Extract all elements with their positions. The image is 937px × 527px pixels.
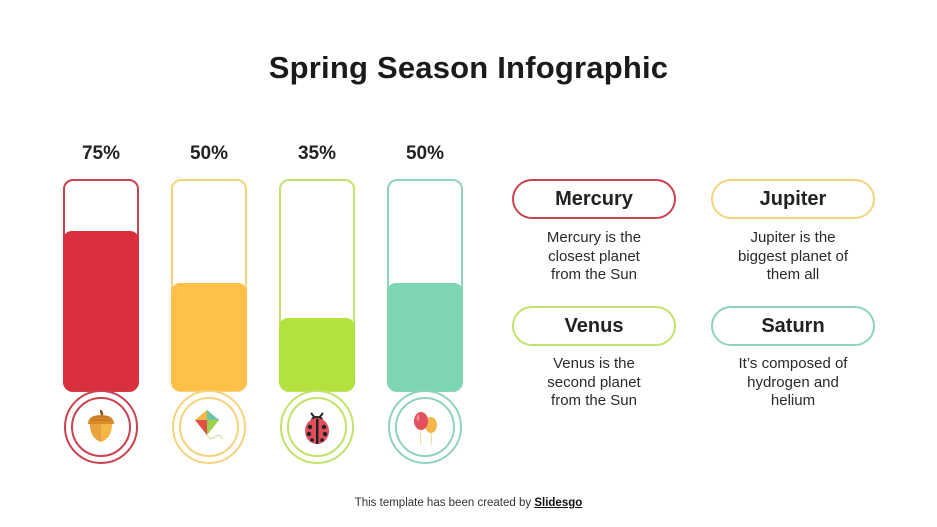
icon-ring: [280, 390, 354, 464]
bar-value-label: 75%: [81, 143, 121, 164]
bar-value-label: 50%: [189, 143, 229, 164]
balloons-icon: [414, 412, 437, 446]
legend-pill-mercury: Mercury: [512, 179, 676, 219]
bar-value-label: 50%: [405, 143, 445, 164]
bar-fill: [63, 231, 139, 391]
ladybug-icon: [305, 412, 329, 444]
bar-fill: [279, 318, 355, 391]
slidesgo-link[interactable]: Slidesgo: [534, 497, 583, 509]
footer-text: This template has been created by: [354, 497, 535, 509]
bar-fill: [387, 283, 463, 391]
footer-credit: This template has been created by Slides…: [0, 497, 937, 509]
legend-desc-jupiter: Jupiter is the biggest planet of them al…: [737, 229, 849, 283]
page-title: Spring Season Infographic: [268, 50, 669, 85]
bar-fill: [171, 283, 247, 391]
legend-desc-venus: Venus is the second planet from the Sun: [547, 355, 641, 409]
acorn-icon: [88, 409, 114, 442]
icon-ring: [64, 390, 138, 464]
kite-icon: [195, 410, 224, 440]
legend-pill-venus: Venus: [512, 306, 676, 346]
icon-ring: [172, 390, 246, 464]
legend-pill-jupiter: Jupiter: [711, 179, 875, 219]
legend-desc-mercury: Mercury is the closest planet from the S…: [546, 229, 642, 283]
legend-pill-saturn: Saturn: [711, 306, 875, 346]
bar-value-label: 35%: [297, 143, 337, 164]
legend-desc-saturn: It’s composed of hydrogen and helium: [738, 355, 848, 409]
icon-ring: [388, 390, 462, 464]
